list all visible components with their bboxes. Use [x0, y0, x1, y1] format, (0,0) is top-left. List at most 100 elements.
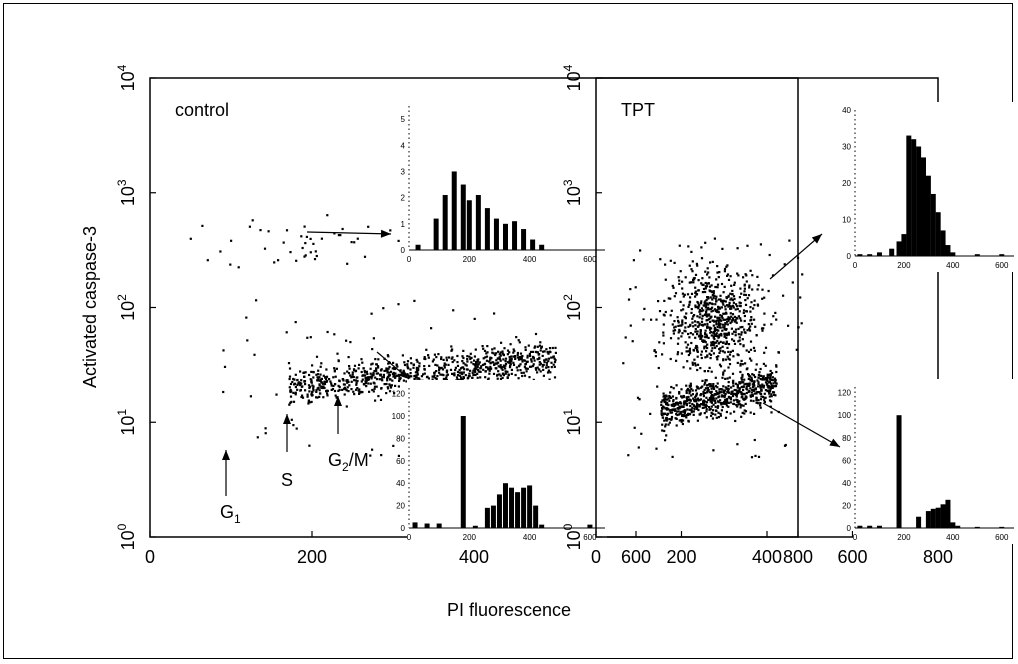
panel1-scatter-point — [455, 376, 459, 379]
panel1-scatter-point — [309, 237, 312, 240]
panel2-scatter-point — [708, 313, 711, 316]
panel2-scatter-point — [665, 398, 668, 401]
panel2-inset-top-bar — [935, 212, 941, 256]
panel1-scatter-point — [532, 350, 535, 353]
panel2-scatter-point — [664, 412, 667, 415]
panel2-scatter-point — [749, 269, 752, 272]
panel2-scatter-point — [755, 391, 758, 394]
panel2-scatter-point — [727, 391, 731, 394]
panel2-scatter-point — [672, 286, 675, 289]
panel2-scatter-point — [722, 326, 725, 329]
panel1-scatter-point — [493, 347, 496, 350]
panel2-scatter-point — [694, 291, 697, 294]
panel2-scatter-point — [716, 316, 719, 319]
panel2-scatter-point — [691, 406, 694, 409]
panel2-scatter-point — [709, 383, 712, 386]
panel2-scatter-point — [773, 393, 776, 396]
panel2-scatter-point — [740, 292, 743, 295]
panel2-scatter-point — [693, 320, 697, 323]
panel2-scatter-point — [715, 332, 718, 335]
panel2-scatter-point — [699, 302, 703, 305]
panel2-scatter-point — [759, 243, 762, 246]
panel1-scatter-point — [309, 251, 312, 254]
panel2-inset-top-bar — [867, 254, 873, 256]
panel1-scatter-point — [473, 359, 476, 362]
panel2-scatter-point — [753, 349, 756, 352]
panel2-scatter-point — [716, 271, 719, 274]
panel1-scatter-point — [445, 356, 448, 359]
panel1-scatter-point — [476, 365, 479, 368]
panel1-scatter-point — [323, 386, 326, 390]
panel1-scatter-point — [403, 361, 406, 364]
panel2-scatter-point — [704, 333, 707, 336]
panel2-scatter-point — [695, 407, 699, 410]
panel2-scatter-point — [750, 391, 753, 394]
panel2-scatter-point — [726, 320, 729, 323]
panel1-scatter-point — [387, 362, 390, 365]
panel1-scatter-point — [506, 361, 509, 364]
panel2-scatter-point — [661, 406, 664, 410]
panel1-scatter-point — [342, 379, 345, 382]
panel2-scatter-point — [743, 314, 746, 318]
panel1-scatter-point — [456, 374, 460, 377]
panel2-scatter-point — [788, 239, 791, 242]
panel2-scatter-point — [745, 310, 748, 313]
panel2-scatter-point — [638, 398, 641, 401]
panel1-scatter-point — [469, 357, 472, 361]
panel2-scatter-point — [676, 402, 679, 405]
panel2-x-tick-label: 600 — [837, 547, 867, 567]
panel2-scatter-point — [729, 398, 732, 401]
panel2-scatter-point — [729, 292, 732, 295]
panel2-scatter-point — [722, 371, 725, 374]
panel1-scatter-point — [498, 356, 501, 359]
panel1-scatter-point — [512, 351, 515, 354]
panel1-scatter-point — [453, 372, 456, 375]
panel2-scatter-point — [705, 396, 708, 399]
panel2-title: TPT — [621, 100, 655, 120]
panel1-scatter-point — [445, 359, 448, 362]
panel1-scatter-point — [372, 390, 375, 393]
panel2-scatter-point — [718, 392, 721, 395]
panel1-scatter-point — [308, 444, 311, 447]
panel2-inset-bottom-bar — [930, 508, 936, 528]
panel2-scatter-point — [743, 283, 746, 286]
panel1-scatter-point — [351, 373, 354, 376]
panel2-scatter-point — [689, 332, 692, 335]
panel1-scatter-point — [393, 367, 396, 371]
panel1-scatter-point — [498, 373, 501, 376]
panel1-scatter-point — [428, 364, 431, 367]
panel2-scatter-point — [715, 416, 718, 419]
panel1-scatter-point — [303, 375, 306, 378]
panel2-scatter-point — [719, 388, 722, 391]
panel1-scatter-point — [489, 368, 492, 371]
panel2-scatter-point — [706, 384, 709, 387]
panel1-scatter-point — [301, 246, 304, 250]
panel2-scatter-point — [738, 387, 741, 390]
panel1-y-tick-text: 101 — [115, 409, 138, 436]
panel1-scatter-point — [433, 374, 436, 377]
panel2-scatter-point — [702, 406, 706, 409]
panel1-inset-bottom-bar — [490, 505, 496, 528]
panel2-scatter-point — [690, 292, 694, 295]
panel2-scatter-point — [710, 284, 713, 287]
panel1-x-tick-label: 600 — [621, 547, 651, 567]
panel1-scatter-point — [547, 360, 550, 363]
panel1-inset-bottom-y-tick-label: 120 — [392, 390, 406, 399]
panel2-scatter-point — [715, 397, 718, 400]
panel2-scatter-point — [733, 315, 736, 318]
panel2-scatter-point — [709, 353, 713, 357]
panel2-scatter-point — [726, 346, 729, 349]
panel2-scatter-point — [740, 331, 743, 334]
panel1-scatter-point — [306, 395, 309, 398]
panel2-inset-top-bar — [925, 175, 931, 256]
panel1-scatter-point — [222, 390, 225, 394]
panel2-scatter-point — [705, 299, 708, 302]
panel2-scatter-point — [682, 410, 685, 413]
panel2-scatter-point — [732, 306, 735, 309]
panel2-scatter-point — [694, 396, 697, 399]
panel2-scatter-point — [692, 348, 695, 352]
panel1-scatter-point — [436, 364, 439, 367]
panel2-scatter-point — [718, 390, 721, 393]
panel1-scatter-point — [372, 337, 375, 340]
panel1-scatter-point — [490, 361, 493, 364]
